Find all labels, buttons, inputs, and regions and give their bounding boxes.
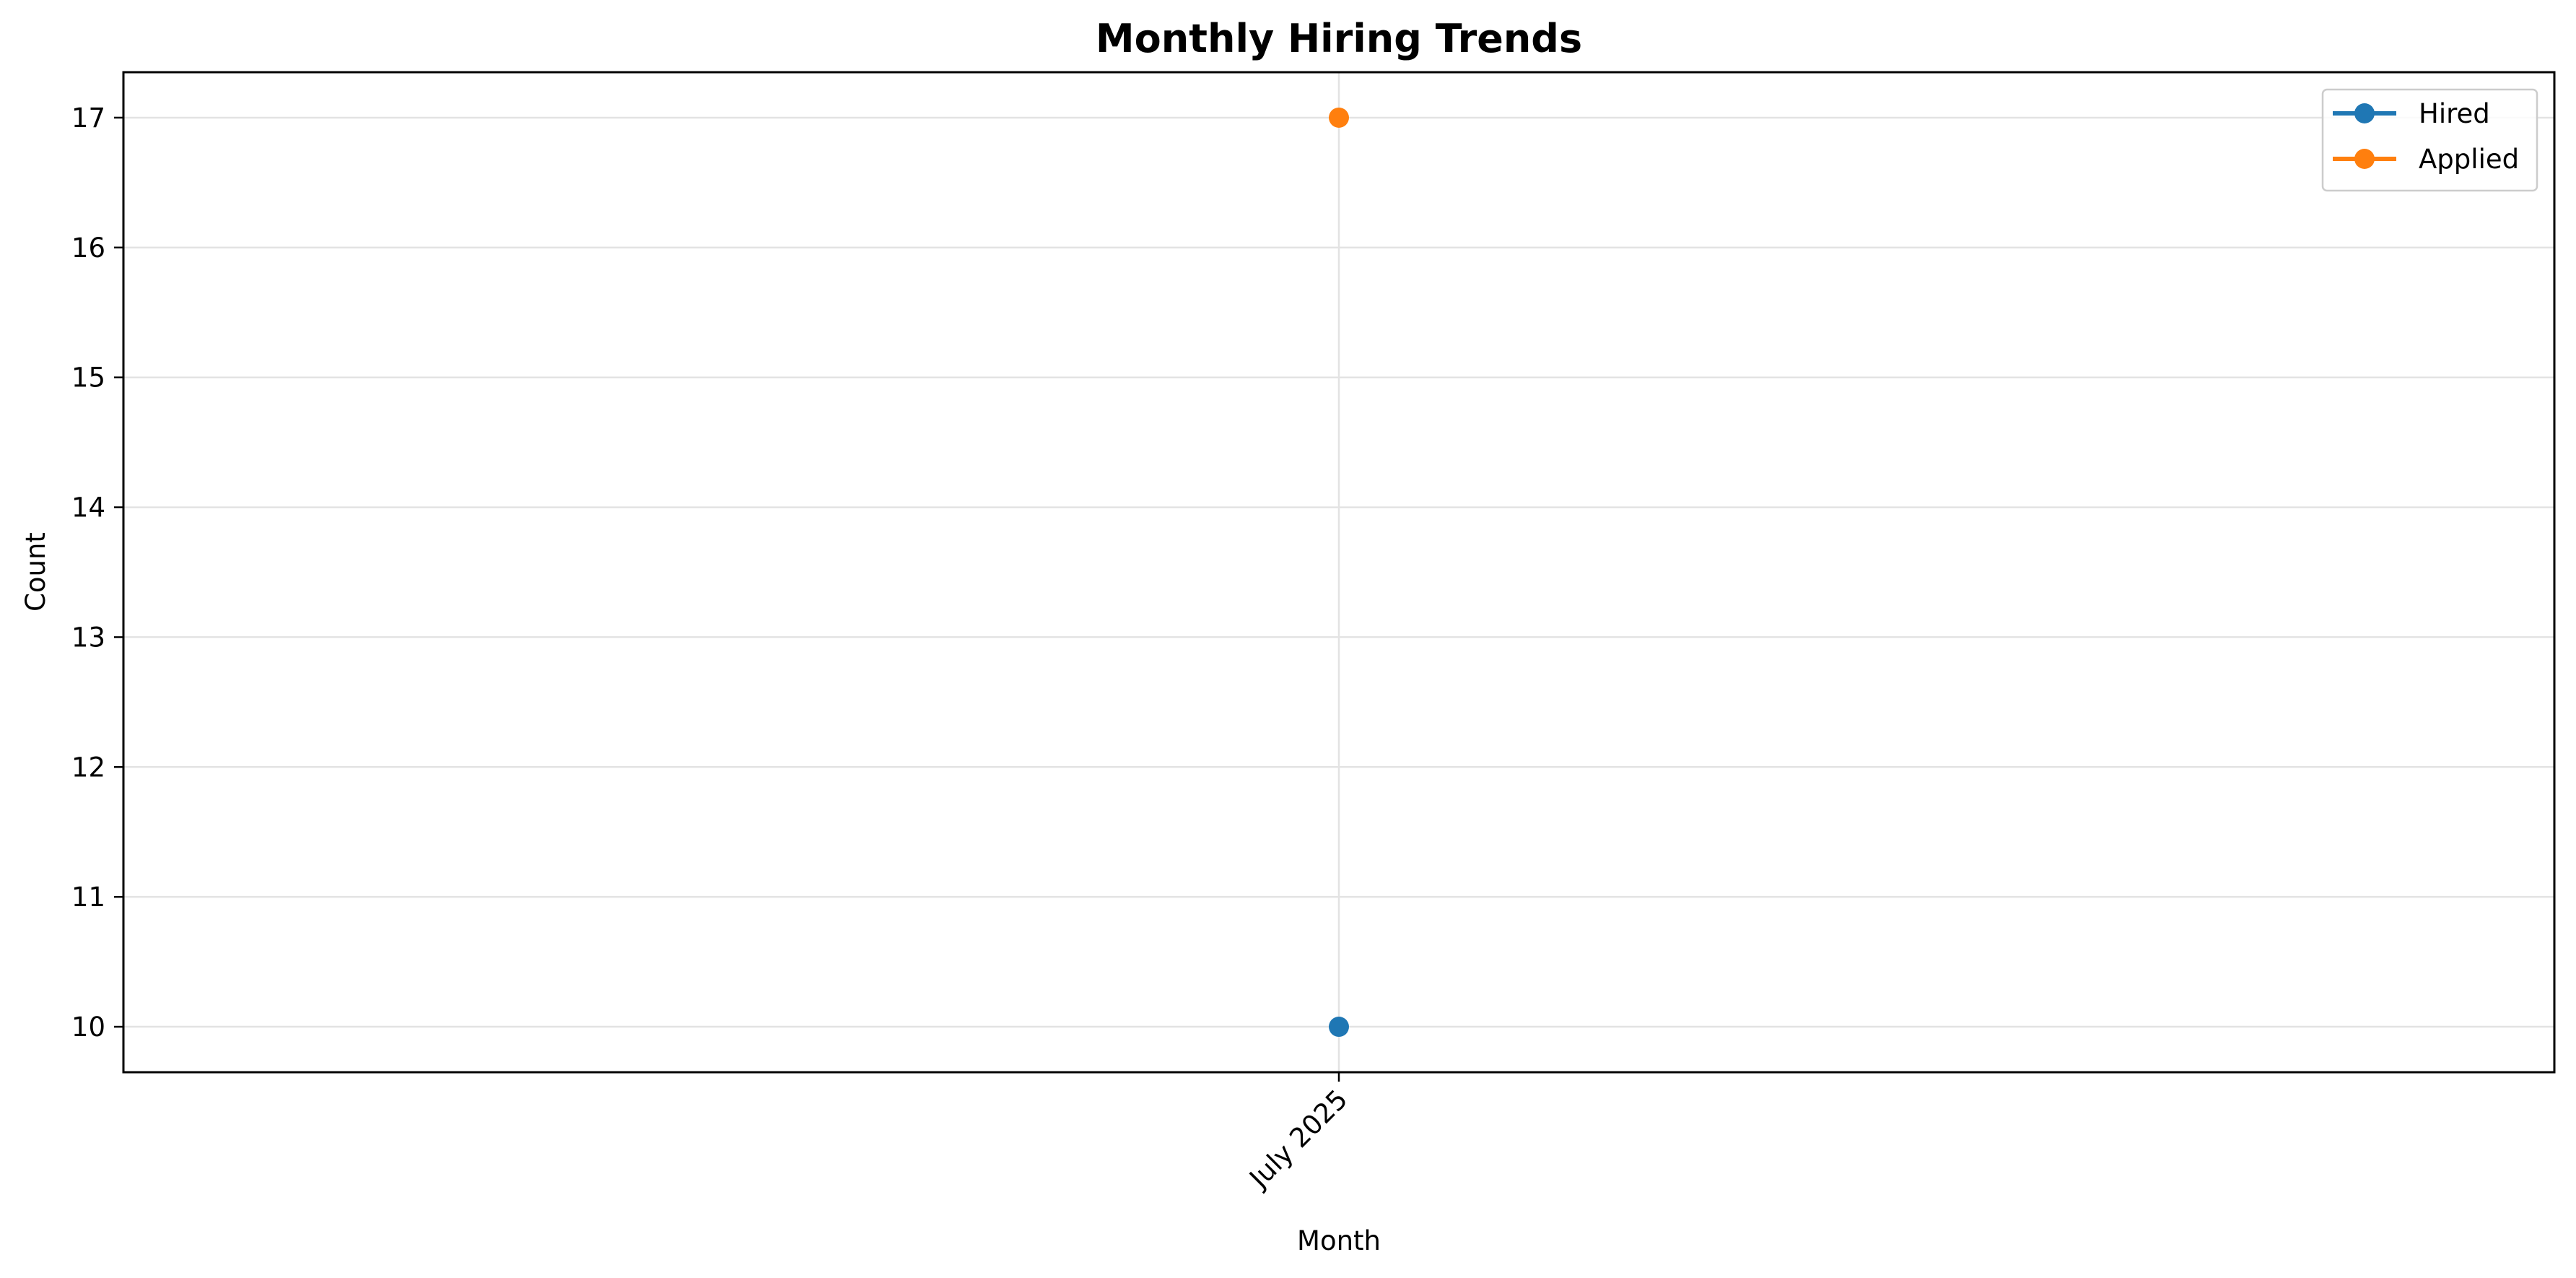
plot-area-frame [122, 71, 2556, 1074]
legend: Hired Applied [2321, 88, 2538, 192]
y-tick-label: 16 [71, 232, 105, 264]
y-tick-label: 17 [71, 103, 105, 134]
data-series [1329, 107, 1349, 1038]
chart-title: Monthly Hiring Trends [1096, 16, 1582, 61]
x-axis-label: Month [1297, 1225, 1381, 1256]
y-tick-label: 14 [71, 492, 105, 523]
y-axis-label: Count [20, 532, 51, 612]
y-tick-label: 11 [71, 882, 105, 913]
grid-lines [123, 72, 2554, 1072]
legend-label: Hired [2419, 98, 2490, 129]
data-point [1329, 107, 1349, 128]
y-tick-label: 15 [71, 362, 105, 394]
y-tick-label: 12 [71, 752, 105, 783]
y-tick-label: 10 [71, 1012, 105, 1043]
data-point [1329, 1017, 1349, 1038]
legend-marker [2354, 103, 2375, 123]
legend-label: Applied [2419, 144, 2519, 175]
legend-marker [2354, 149, 2375, 169]
y-tick-label: 13 [71, 622, 105, 653]
